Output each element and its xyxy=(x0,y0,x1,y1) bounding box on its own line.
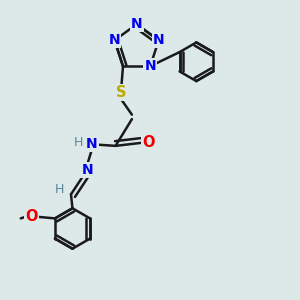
Text: N: N xyxy=(144,59,156,73)
Text: H: H xyxy=(54,183,64,196)
Text: O: O xyxy=(26,209,38,224)
Text: N: N xyxy=(131,17,142,31)
Text: S: S xyxy=(116,85,127,100)
Text: H: H xyxy=(74,136,83,149)
Text: N: N xyxy=(153,33,164,47)
Text: N: N xyxy=(82,163,93,177)
Text: O: O xyxy=(142,135,155,150)
Text: N: N xyxy=(109,33,120,47)
Text: N: N xyxy=(86,137,98,152)
